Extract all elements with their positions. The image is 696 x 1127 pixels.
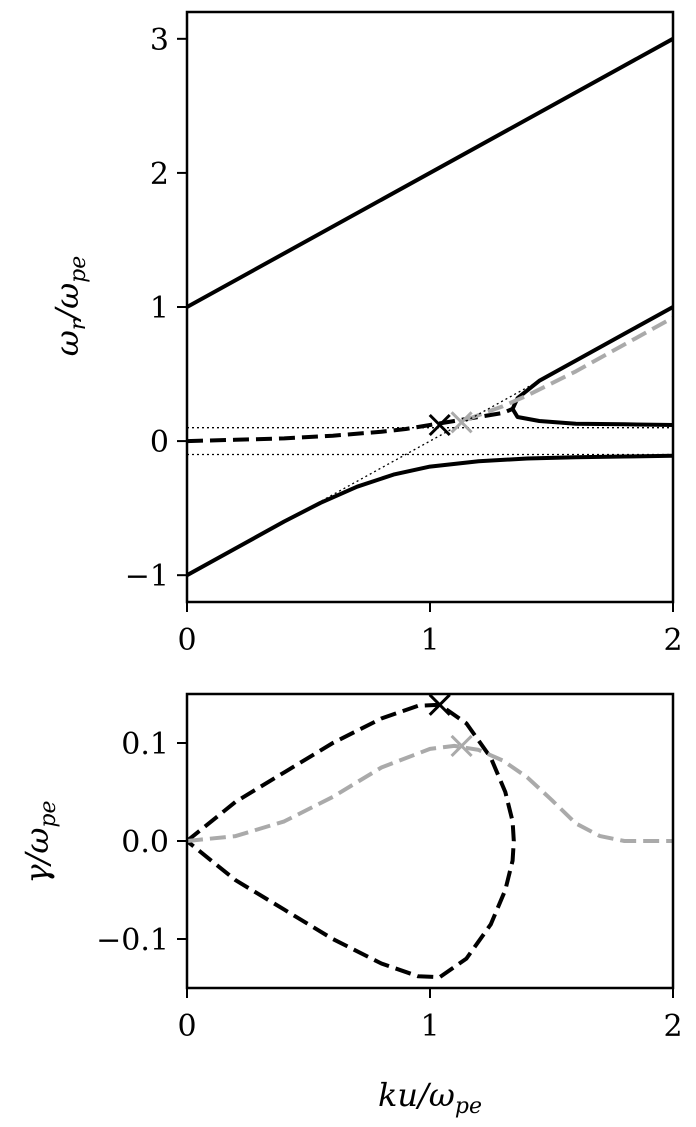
series-line-0 xyxy=(187,37,673,309)
axes-frame xyxy=(185,10,675,604)
x-tick-label-1: 1 xyxy=(420,1009,439,1044)
series-line-4 xyxy=(465,315,673,422)
series-line-1 xyxy=(187,453,673,577)
series-line-1 xyxy=(187,743,673,843)
plot-area xyxy=(187,37,673,577)
series-line-2 xyxy=(510,305,673,427)
x-tick-label-0: 0 xyxy=(177,1009,196,1044)
x-tick-label-0: 0 xyxy=(177,623,196,658)
dispersion-plot-growth: 0 1 2 −0.1 0.0 0.1 xyxy=(96,692,683,1044)
y-axis-label-top: ωr/ωpe xyxy=(48,256,91,357)
series-line-0 xyxy=(187,702,516,980)
x-tick-label-2: 2 xyxy=(663,1009,682,1044)
x-marker-0 xyxy=(428,413,451,437)
y-tick-label-4: 3 xyxy=(150,23,169,58)
series-line-3 xyxy=(187,407,514,444)
y-tick-label-2: 1 xyxy=(150,291,169,326)
y-tick-label-1: 0.0 xyxy=(121,825,169,860)
x-axis-label: ku/ωpe xyxy=(378,1076,482,1119)
x-marker-1 xyxy=(450,411,473,434)
y-tick-label-1: 0 xyxy=(150,425,169,460)
x-tick-label-1: 1 xyxy=(420,623,439,658)
y-axis-label-bottom: γ/ωpe xyxy=(18,800,61,883)
y-tick-label-0: −1 xyxy=(125,559,169,594)
y-tick-label-2: 0.1 xyxy=(121,727,169,762)
x-marker-0 xyxy=(428,693,451,716)
axes-frame xyxy=(185,692,675,990)
x-marker-1 xyxy=(450,734,473,758)
plot-area xyxy=(187,702,673,980)
y-tick-label-3: 2 xyxy=(150,157,169,192)
series-line-7 xyxy=(308,360,577,509)
y-tick-label-0: −0.1 xyxy=(96,923,169,958)
x-tick-label-2: 2 xyxy=(663,623,682,658)
